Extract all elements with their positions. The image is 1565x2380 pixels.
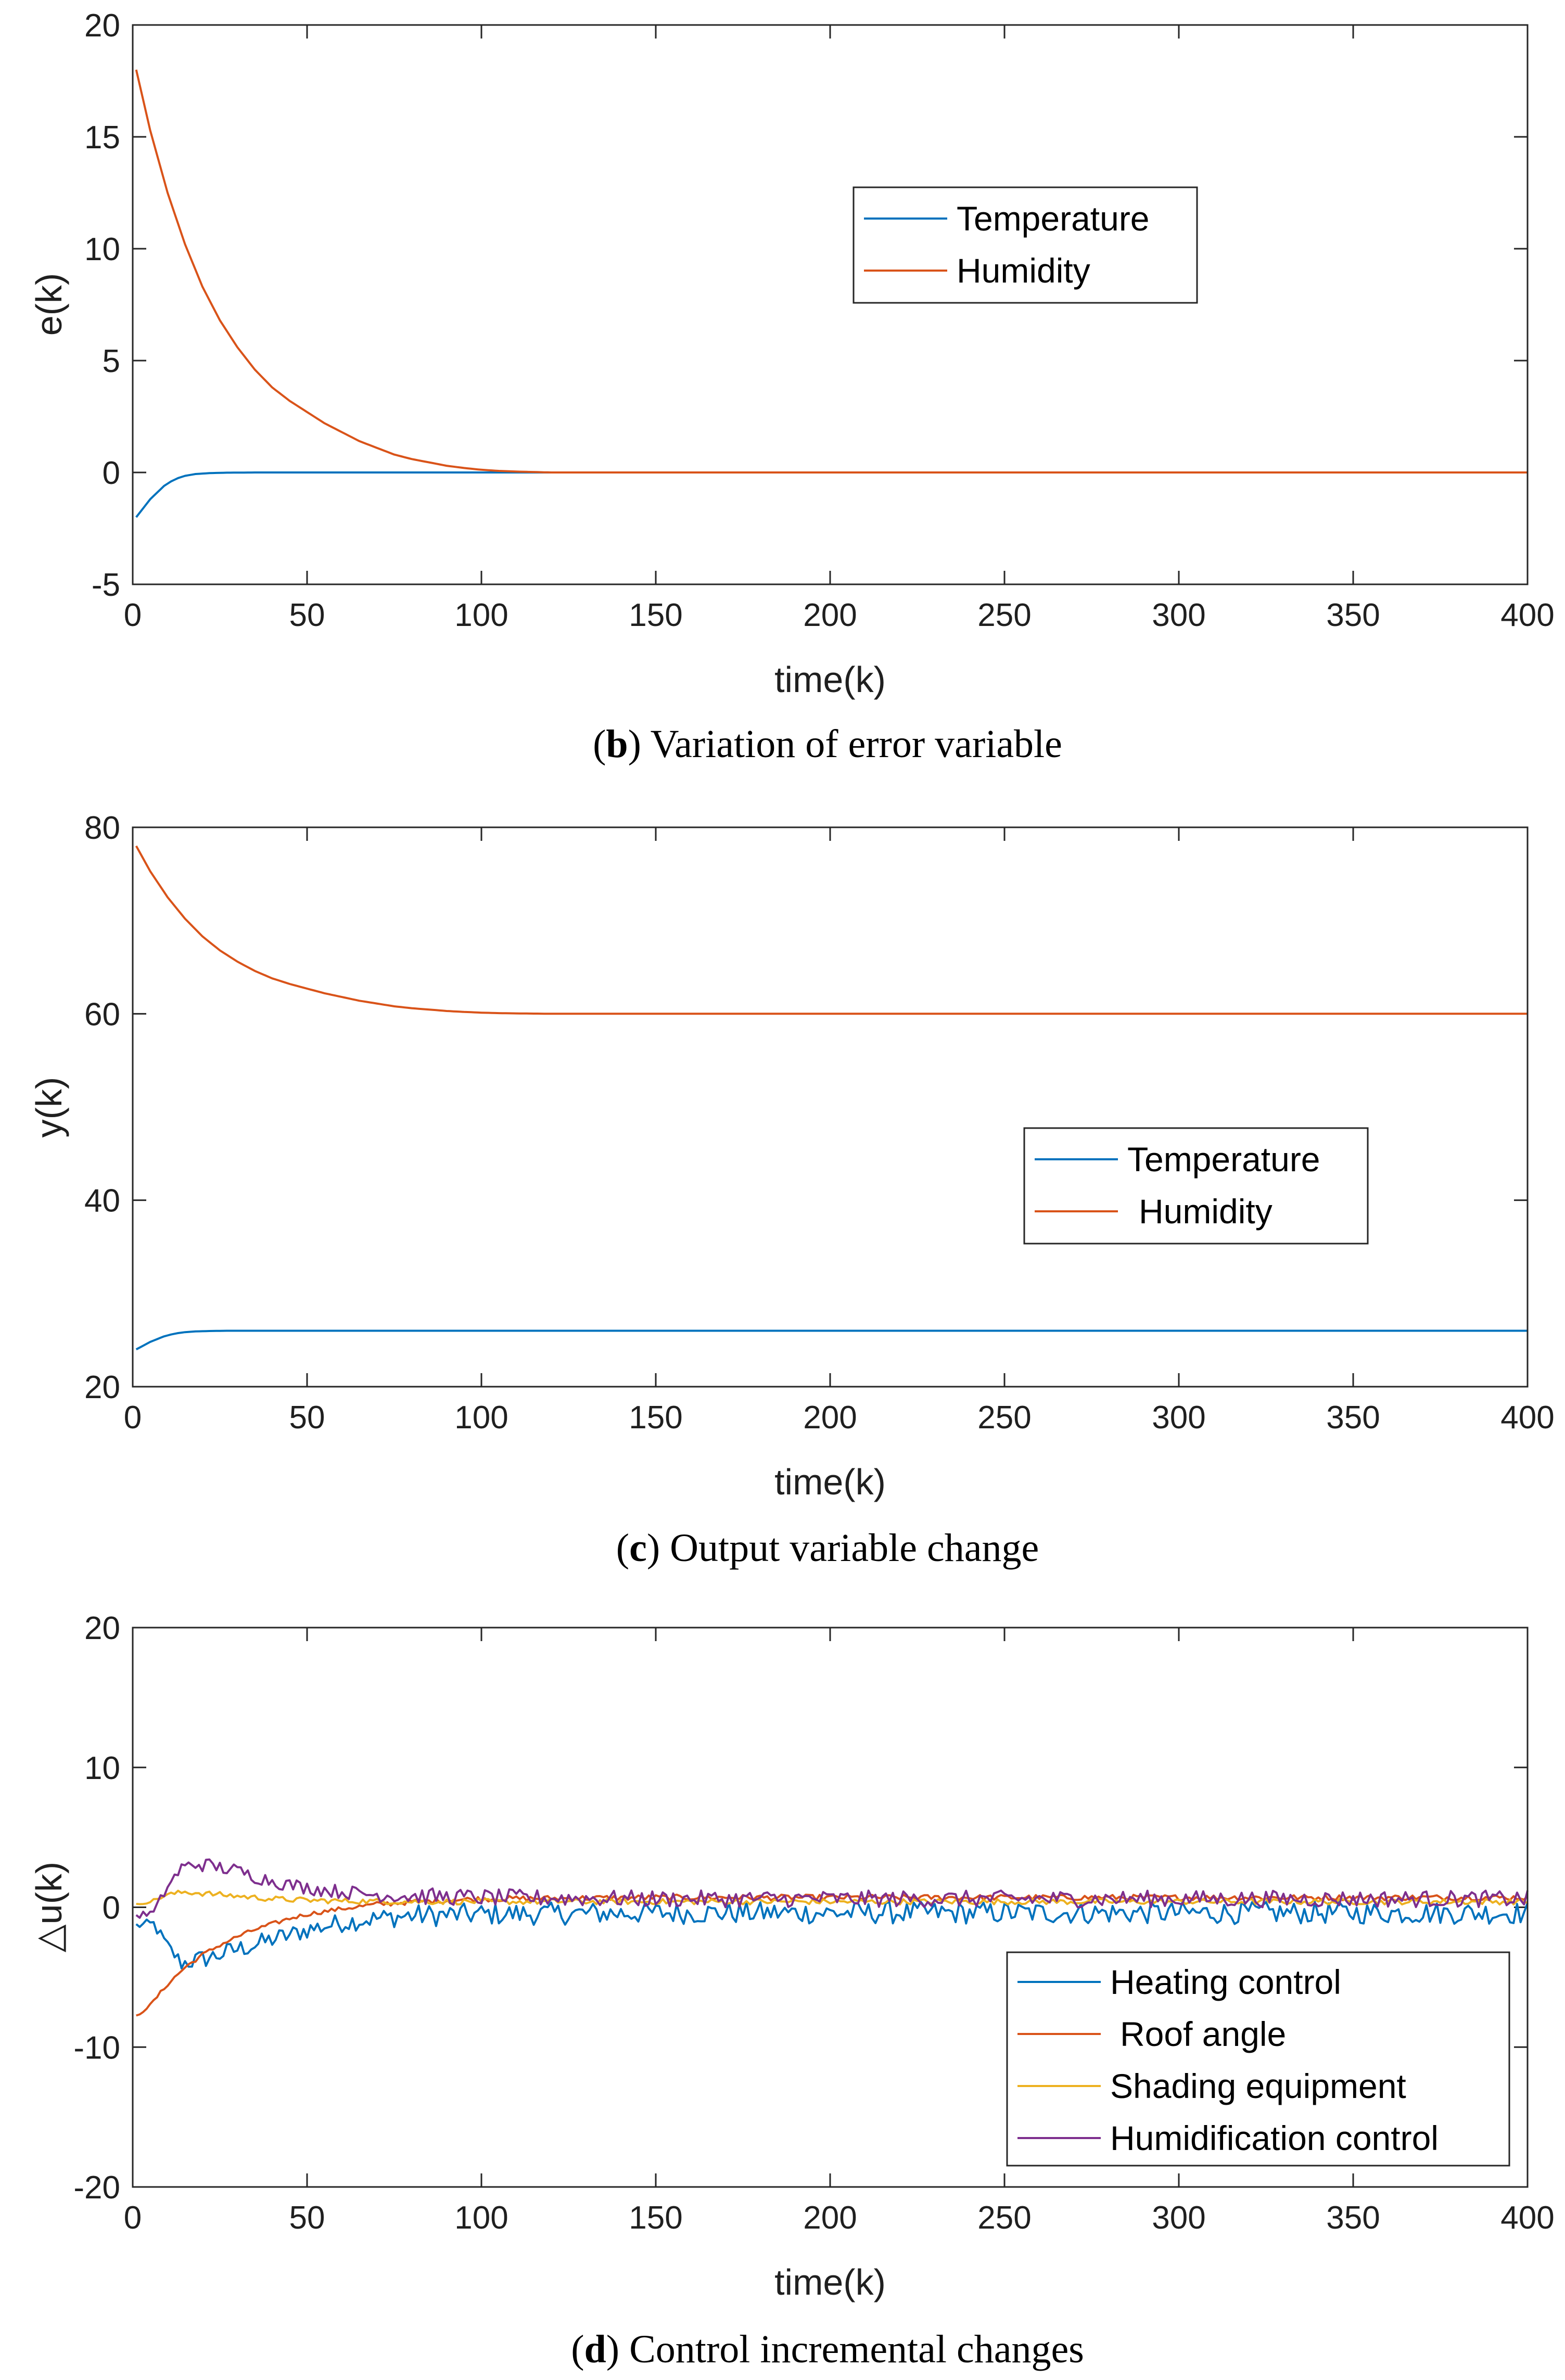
series-line-heating-control — [135, 1901, 1529, 1969]
axes-box — [132, 24, 1529, 585]
legend-label-temperature: Temperature — [1127, 1140, 1320, 1179]
x-tick-label: 150 — [629, 1400, 682, 1436]
panel-c-output-variable: 0 50 100 150 200 250 300 350 400 20 40 60 80 time(k… — [29, 810, 1555, 1570]
x-tick-label: 400 — [1500, 1400, 1554, 1436]
series-line-humidity — [135, 69, 1528, 474]
legend: Heating control Roof angle Shading equip… — [1006, 1951, 1510, 2167]
x-axis-label: time(k) — [774, 659, 886, 700]
y-tick-labels: 20 40 60 80 — [84, 810, 120, 1405]
y-tick-labels: -5 0 5 10 15 20 — [84, 8, 120, 603]
x-tick-label: 250 — [977, 2200, 1031, 2236]
series-lines — [135, 1858, 1529, 2017]
plot-area — [133, 25, 1528, 584]
x-axis-label: time(k) — [774, 2262, 886, 2302]
y-tick-label: -5 — [92, 567, 120, 603]
caption-letter: d — [584, 2327, 606, 2371]
x-tick-label: 250 — [977, 597, 1031, 633]
x-tick-label: 300 — [1152, 597, 1205, 633]
x-tick-label: 150 — [629, 597, 682, 633]
y-tick-label: -10 — [73, 2030, 120, 2066]
x-tick-labels: 0 50 100 150 200 250 300 350 400 — [124, 1400, 1555, 1436]
y-tick-label: -20 — [73, 2170, 120, 2206]
legend-label-roof-angle: Roof angle — [1120, 2015, 1286, 2053]
legend-box — [853, 186, 1198, 304]
plot-area — [133, 827, 1528, 1387]
x-tick-label: 350 — [1326, 1400, 1380, 1436]
y-axis-label: y(k) — [29, 1077, 69, 1138]
legend: Temperature Humidity — [853, 186, 1198, 304]
caption-text: Control incremental changes — [629, 2327, 1084, 2371]
y-tick-label: 0 — [103, 455, 120, 491]
series-line-temperature — [135, 1329, 1528, 1351]
y-axis-label: e(k) — [29, 273, 69, 336]
caption-text: Output variable change — [670, 1526, 1039, 1570]
series-line-roof-angle — [136, 1893, 1529, 2017]
y-tick-label: 20 — [84, 8, 120, 44]
x-tick-label: 200 — [803, 597, 857, 633]
x-tick-label: 300 — [1152, 2200, 1205, 2236]
series-lines — [135, 69, 1528, 518]
x-tick-label: 150 — [629, 2200, 682, 2236]
legend-label-shading-equipment: Shading equipment — [1110, 2067, 1406, 2105]
x-tick-label: 400 — [1500, 2200, 1554, 2236]
x-tick-label: 100 — [454, 2200, 508, 2236]
y-tick-label: 20 — [84, 1610, 120, 1646]
x-tick-label: 350 — [1326, 2200, 1380, 2236]
axes-box — [132, 1627, 1529, 2188]
y-tick-label: 80 — [84, 810, 120, 846]
x-tick-label: 0 — [124, 1400, 142, 1436]
x-axis-label: time(k) — [774, 1462, 886, 1502]
y-tick-label: 10 — [84, 232, 120, 267]
y-tick-label: 10 — [84, 1750, 120, 1786]
y-axis-label: △u(k) — [29, 1862, 69, 1952]
legend-box — [1023, 1127, 1369, 1245]
y-tick-label: 5 — [103, 343, 120, 379]
y-tick-label: 15 — [84, 120, 120, 156]
y-tick-label: 60 — [84, 996, 120, 1032]
x-tick-label: 50 — [289, 1400, 325, 1436]
y-tick-label: 40 — [84, 1183, 120, 1219]
axes-box — [132, 826, 1529, 1388]
x-tick-label: 200 — [803, 1400, 857, 1436]
series-lines — [135, 845, 1528, 1351]
caption-text: Variation of error variable — [651, 722, 1062, 766]
x-tick-label: 200 — [803, 2200, 857, 2236]
figure-caption: (d) Control incremental changes — [571, 2327, 1084, 2371]
x-tick-labels: 0 50 100 150 200 250 300 350 400 — [124, 2200, 1555, 2236]
legend-box — [1006, 1951, 1510, 2167]
x-tick-label: 350 — [1326, 597, 1380, 633]
legend-label-heating-control: Heating control — [1110, 1963, 1341, 2001]
legend-label-humidification-control: Humidification control — [1110, 2119, 1439, 2157]
y-tick-label: 0 — [103, 1890, 120, 1926]
x-tick-label: 50 — [289, 597, 325, 633]
series-line-humidification-control — [135, 1858, 1529, 1919]
figure-caption: (c) Output variable change — [616, 1526, 1039, 1570]
caption-letter: c — [629, 1526, 647, 1570]
legend: Temperature Humidity — [1023, 1127, 1369, 1245]
x-tick-label: 250 — [977, 1400, 1031, 1436]
panel-d-control-increments: 0 50 100 150 200 250 300 350 400 -20 -10 0 10 20 tim… — [29, 1610, 1555, 2371]
x-tick-label: 300 — [1152, 1400, 1205, 1436]
y-tick-label: 20 — [84, 1370, 120, 1405]
legend-label-humidity: Humidity — [957, 251, 1090, 290]
caption-letter: b — [606, 722, 628, 766]
x-tick-label: 400 — [1500, 597, 1554, 633]
x-tick-label: 0 — [124, 2200, 142, 2236]
x-tick-labels: 0 50 100 150 200 250 300 350 400 — [124, 597, 1555, 633]
x-tick-label: 100 — [454, 597, 508, 633]
series-line-humidity — [135, 845, 1528, 1015]
legend-label-temperature: Temperature — [957, 199, 1150, 238]
legend-label-humidity: Humidity — [1139, 1192, 1273, 1231]
figure-caption: (b) Variation of error variable — [593, 722, 1062, 766]
y-tick-labels: -20 -10 0 10 20 — [73, 1610, 120, 2206]
x-tick-label: 50 — [289, 2200, 325, 2236]
x-tick-label: 100 — [454, 1400, 508, 1436]
x-tick-label: 0 — [124, 597, 142, 633]
